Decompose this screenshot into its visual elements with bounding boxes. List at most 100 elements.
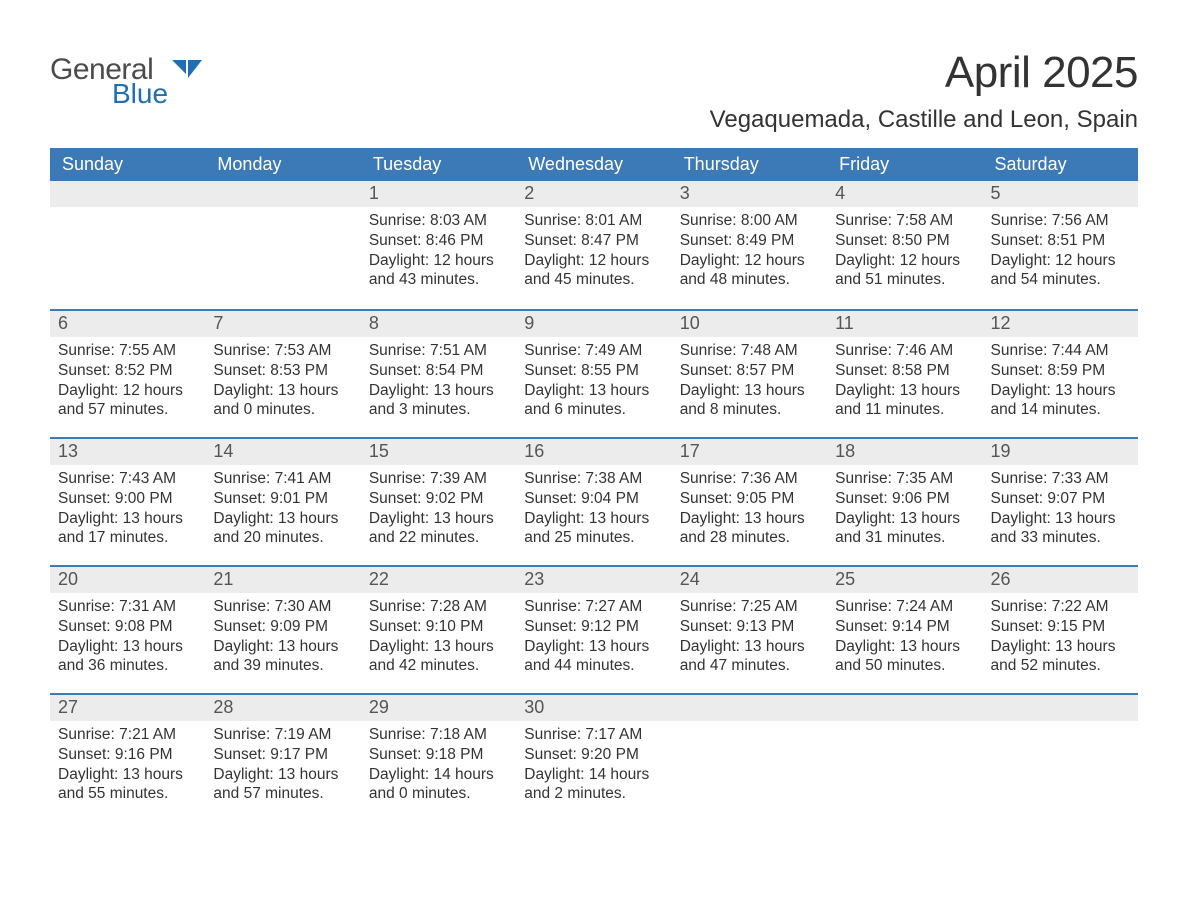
- day-number: [983, 695, 1138, 721]
- daylight-line-2: and 25 minutes.: [524, 528, 663, 548]
- day-cell: 17 Sunrise: 7:36 AMSunset: 9:05 PMDayligh…: [672, 439, 827, 565]
- sunrise-text: Sunrise: 7:28 AM: [369, 597, 508, 617]
- sunrise-text: Sunrise: 7:24 AM: [835, 597, 974, 617]
- day-content: Sunrise: 7:38 AMSunset: 9:04 PMDaylight:…: [516, 465, 671, 556]
- day-number: 4: [827, 181, 982, 207]
- sunset-text: Sunset: 9:01 PM: [213, 489, 352, 509]
- day-content: Sunrise: 8:01 AMSunset: 8:47 PMDaylight:…: [516, 207, 671, 298]
- day-content: Sunrise: 7:28 AMSunset: 9:10 PMDaylight:…: [361, 593, 516, 684]
- day-content: Sunrise: 7:19 AMSunset: 9:17 PMDaylight:…: [205, 721, 360, 812]
- sunset-text: Sunset: 9:05 PM: [680, 489, 819, 509]
- day-number: 20: [50, 567, 205, 593]
- daylight-line-2: and 47 minutes.: [680, 656, 819, 676]
- day-content: Sunrise: 7:30 AMSunset: 9:09 PMDaylight:…: [205, 593, 360, 684]
- sunrise-text: Sunrise: 7:39 AM: [369, 469, 508, 489]
- day-number: 15: [361, 439, 516, 465]
- daylight-line-1: Daylight: 13 hours: [680, 509, 819, 529]
- day-content: Sunrise: 7:48 AMSunset: 8:57 PMDaylight:…: [672, 337, 827, 428]
- daylight-line-1: Daylight: 13 hours: [524, 381, 663, 401]
- sunrise-text: Sunrise: 7:25 AM: [680, 597, 819, 617]
- day-cell: 28Sunrise: 7:19 AMSunset: 9:17 PMDayligh…: [205, 695, 360, 821]
- sunset-text: Sunset: 9:08 PM: [58, 617, 197, 637]
- day-number: 29: [361, 695, 516, 721]
- daylight-line-1: Daylight: 13 hours: [58, 509, 197, 529]
- day-number: 19: [983, 439, 1138, 465]
- daylight-line-2: and 0 minutes.: [213, 400, 352, 420]
- day-content: Sunrise: 7:25 AMSunset: 9:13 PMDaylight:…: [672, 593, 827, 684]
- daylight-line-1: Daylight: 12 hours: [58, 381, 197, 401]
- sunset-text: Sunset: 8:46 PM: [369, 231, 508, 251]
- sunset-text: Sunset: 9:15 PM: [991, 617, 1130, 637]
- day-cell: 18Sunrise: 7:35 AMSunset: 9:06 PMDayligh…: [827, 439, 982, 565]
- sunset-text: Sunset: 9:02 PM: [369, 489, 508, 509]
- sunrise-text: Sunrise: 7:36 AM: [680, 469, 819, 489]
- day-cell: 9Sunrise: 7:49 AMSunset: 8:55 PMDaylight…: [516, 311, 671, 437]
- day-number: 24: [672, 567, 827, 593]
- daylight-line-2: and 28 minutes.: [680, 528, 819, 548]
- day-content: Sunrise: 7:58 AMSunset: 8:50 PMDaylight:…: [827, 207, 982, 298]
- weeks-container: 1Sunrise: 8:03 AMSunset: 8:46 PMDaylight…: [50, 181, 1138, 821]
- sunset-text: Sunset: 8:53 PM: [213, 361, 352, 381]
- day-number: 11: [827, 311, 982, 337]
- day-cell: 21Sunrise: 7:30 AMSunset: 9:09 PMDayligh…: [205, 567, 360, 693]
- sunset-text: Sunset: 9:09 PM: [213, 617, 352, 637]
- weekday-header: Wednesday: [516, 148, 671, 181]
- day-number: 1: [361, 181, 516, 207]
- daylight-line-1: Daylight: 14 hours: [369, 765, 508, 785]
- logo: General Blue: [50, 56, 202, 107]
- day-cell: 10Sunrise: 7:48 AMSunset: 8:57 PMDayligh…: [672, 311, 827, 437]
- daylight-line-1: Daylight: 13 hours: [213, 381, 352, 401]
- day-number: 27: [50, 695, 205, 721]
- sunrise-text: Sunrise: 7:44 AM: [991, 341, 1130, 361]
- day-number: 16: [516, 439, 671, 465]
- day-cell: [50, 181, 205, 309]
- day-cell: 3Sunrise: 8:00 AMSunset: 8:49 PMDaylight…: [672, 181, 827, 309]
- day-content: Sunrise: 7:24 AMSunset: 9:14 PMDaylight:…: [827, 593, 982, 684]
- day-number: 17: [672, 439, 827, 465]
- daylight-line-2: and 0 minutes.: [369, 784, 508, 804]
- sunset-text: Sunset: 9:13 PM: [680, 617, 819, 637]
- day-cell: 13Sunrise: 7:43 AMSunset: 9:00 PMDayligh…: [50, 439, 205, 565]
- location-subtitle: Vegaquemada, Castille and Leon, Spain: [710, 106, 1138, 134]
- day-content: Sunrise: 7:22 AMSunset: 9:15 PMDaylight:…: [983, 593, 1138, 684]
- sunrise-text: Sunrise: 7:31 AM: [58, 597, 197, 617]
- daylight-line-1: Daylight: 13 hours: [991, 381, 1130, 401]
- day-number: 6: [50, 311, 205, 337]
- sunrise-text: Sunrise: 8:01 AM: [524, 211, 663, 231]
- sunrise-text: Sunrise: 7:27 AM: [524, 597, 663, 617]
- daylight-line-1: Daylight: 13 hours: [835, 509, 974, 529]
- sunrise-text: Sunrise: 7:56 AM: [991, 211, 1130, 231]
- daylight-line-1: Daylight: 13 hours: [369, 381, 508, 401]
- daylight-line-1: Daylight: 12 hours: [991, 251, 1130, 271]
- daylight-line-2: and 33 minutes.: [991, 528, 1130, 548]
- day-content: Sunrise: 7:33 AMSunset: 9:07 PMDaylight:…: [983, 465, 1138, 556]
- week-row: 27Sunrise: 7:21 AMSunset: 9:16 PMDayligh…: [50, 693, 1138, 821]
- day-content: Sunrise: 7:18 AMSunset: 9:18 PMDaylight:…: [361, 721, 516, 812]
- flag-icon: [172, 60, 202, 89]
- day-cell: [827, 695, 982, 821]
- sunrise-text: Sunrise: 7:22 AM: [991, 597, 1130, 617]
- daylight-line-1: Daylight: 12 hours: [835, 251, 974, 271]
- daylight-line-2: and 3 minutes.: [369, 400, 508, 420]
- daylight-line-2: and 51 minutes.: [835, 270, 974, 290]
- sunrise-text: Sunrise: 7:35 AM: [835, 469, 974, 489]
- daylight-line-1: Daylight: 13 hours: [680, 637, 819, 657]
- daylight-line-2: and 57 minutes.: [213, 784, 352, 804]
- sunrise-text: Sunrise: 7:46 AM: [835, 341, 974, 361]
- sunset-text: Sunset: 9:17 PM: [213, 745, 352, 765]
- day-number: 13: [50, 439, 205, 465]
- day-content: Sunrise: 8:03 AMSunset: 8:46 PMDaylight:…: [361, 207, 516, 298]
- weekday-header: Monday: [205, 148, 360, 181]
- daylight-line-2: and 48 minutes.: [680, 270, 819, 290]
- day-cell: 5Sunrise: 7:56 AMSunset: 8:51 PMDaylight…: [983, 181, 1138, 309]
- daylight-line-2: and 11 minutes.: [835, 400, 974, 420]
- day-cell: 12Sunrise: 7:44 AMSunset: 8:59 PMDayligh…: [983, 311, 1138, 437]
- week-row: 6Sunrise: 7:55 AMSunset: 8:52 PMDaylight…: [50, 309, 1138, 437]
- daylight-line-1: Daylight: 13 hours: [524, 509, 663, 529]
- day-cell: 20Sunrise: 7:31 AMSunset: 9:08 PMDayligh…: [50, 567, 205, 693]
- sunrise-text: Sunrise: 7:21 AM: [58, 725, 197, 745]
- sunrise-text: Sunrise: 7:18 AM: [369, 725, 508, 745]
- day-content: Sunrise: 7:55 AMSunset: 8:52 PMDaylight:…: [50, 337, 205, 428]
- sunrise-text: Sunrise: 7:33 AM: [991, 469, 1130, 489]
- day-content: Sunrise: 7:35 AMSunset: 9:06 PMDaylight:…: [827, 465, 982, 556]
